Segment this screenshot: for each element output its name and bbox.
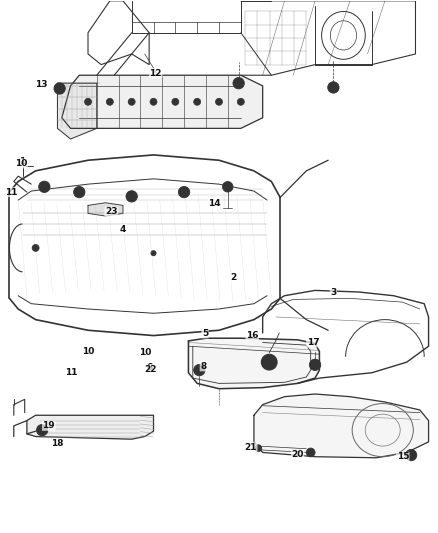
Circle shape <box>36 424 48 436</box>
Polygon shape <box>254 394 428 458</box>
Text: 4: 4 <box>120 225 126 234</box>
Polygon shape <box>57 83 97 139</box>
Text: 12: 12 <box>149 69 162 78</box>
Text: 15: 15 <box>396 452 409 461</box>
Circle shape <box>85 98 92 106</box>
Circle shape <box>236 80 241 86</box>
Text: 11: 11 <box>65 368 78 377</box>
Text: 10: 10 <box>138 348 151 357</box>
Circle shape <box>312 362 318 368</box>
Circle shape <box>265 358 273 366</box>
Text: 14: 14 <box>208 199 221 208</box>
Text: 19: 19 <box>42 422 55 430</box>
Circle shape <box>128 98 135 106</box>
Circle shape <box>261 354 277 370</box>
Circle shape <box>225 184 230 189</box>
Text: 11: 11 <box>5 188 18 197</box>
Circle shape <box>150 98 157 106</box>
Polygon shape <box>62 75 263 128</box>
Circle shape <box>172 98 179 106</box>
Circle shape <box>194 98 201 106</box>
Circle shape <box>194 365 205 376</box>
Circle shape <box>178 187 190 198</box>
Polygon shape <box>88 203 123 216</box>
Circle shape <box>57 86 63 91</box>
Circle shape <box>77 189 82 195</box>
Circle shape <box>331 85 336 90</box>
Circle shape <box>215 98 223 106</box>
Circle shape <box>126 191 138 202</box>
Text: 22: 22 <box>144 365 156 374</box>
Text: 20: 20 <box>291 450 304 459</box>
Circle shape <box>39 427 45 433</box>
Text: 10: 10 <box>82 347 94 356</box>
Text: 6: 6 <box>146 363 152 372</box>
Circle shape <box>237 98 244 106</box>
Text: 10: 10 <box>15 159 28 168</box>
Circle shape <box>42 184 47 190</box>
Polygon shape <box>188 338 319 389</box>
Text: 13: 13 <box>35 80 48 90</box>
Circle shape <box>54 83 65 94</box>
Circle shape <box>328 82 339 93</box>
Text: 23: 23 <box>105 207 117 216</box>
Circle shape <box>406 449 417 461</box>
Text: 2: 2 <box>231 272 237 281</box>
Circle shape <box>408 453 414 458</box>
Polygon shape <box>27 415 153 439</box>
Text: 18: 18 <box>51 439 64 448</box>
Text: 8: 8 <box>200 362 206 371</box>
Circle shape <box>306 448 315 457</box>
Text: 3: 3 <box>330 287 336 296</box>
Circle shape <box>74 187 85 198</box>
Circle shape <box>106 98 113 106</box>
Circle shape <box>32 245 39 252</box>
Circle shape <box>197 367 202 373</box>
Circle shape <box>151 251 156 256</box>
Circle shape <box>255 445 262 451</box>
Circle shape <box>39 181 50 192</box>
Circle shape <box>233 77 244 89</box>
Circle shape <box>129 193 134 199</box>
Circle shape <box>309 359 321 370</box>
Text: 1: 1 <box>19 157 26 166</box>
Text: 5: 5 <box>202 329 208 338</box>
Text: 17: 17 <box>307 338 319 347</box>
Text: 16: 16 <box>246 331 258 340</box>
Circle shape <box>223 182 233 192</box>
Circle shape <box>181 189 187 195</box>
Text: 21: 21 <box>244 442 257 451</box>
